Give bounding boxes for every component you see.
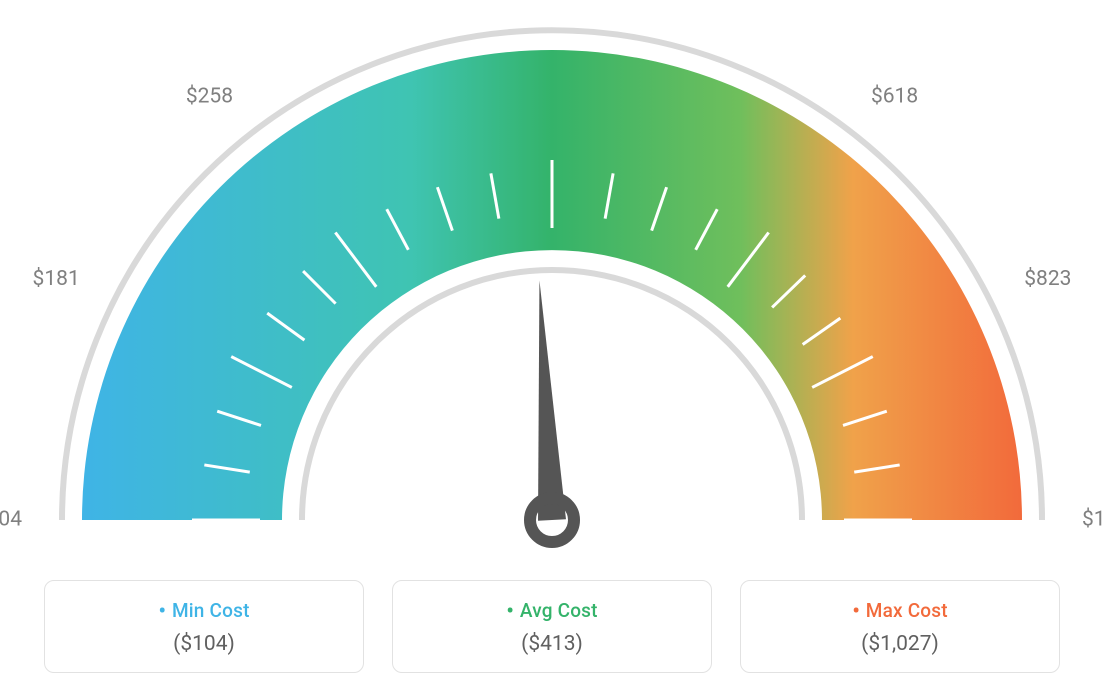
legend-card-min: Min Cost ($104) — [44, 580, 364, 673]
gauge-needle — [538, 280, 566, 520]
legend-label-max: Max Cost — [761, 599, 1039, 624]
gauge-tick-label: $618 — [871, 84, 918, 108]
gauge-tick-label: $823 — [1024, 267, 1071, 291]
legend-label-min: Min Cost — [65, 599, 343, 624]
legend-card-max: Max Cost ($1,027) — [740, 580, 1060, 673]
legend-label-avg: Avg Cost — [413, 599, 691, 624]
gauge-svg: $104$181$258$413$618$823$1,027 — [0, 0, 1104, 560]
legend-row: Min Cost ($104) Avg Cost ($413) Max Cost… — [0, 580, 1104, 673]
gauge-tick-label: $181 — [33, 267, 80, 291]
legend-value-max: ($1,027) — [761, 632, 1039, 656]
gauge-tick-label: $1,027 — [1082, 508, 1104, 532]
legend-value-avg: ($413) — [413, 632, 691, 656]
legend-value-min: ($104) — [65, 632, 343, 656]
legend-card-avg: Avg Cost ($413) — [392, 580, 712, 673]
cost-gauge: $104$181$258$413$618$823$1,027 — [0, 0, 1104, 560]
gauge-tick-label: $258 — [186, 84, 233, 108]
gauge-tick-label: $104 — [0, 508, 22, 532]
